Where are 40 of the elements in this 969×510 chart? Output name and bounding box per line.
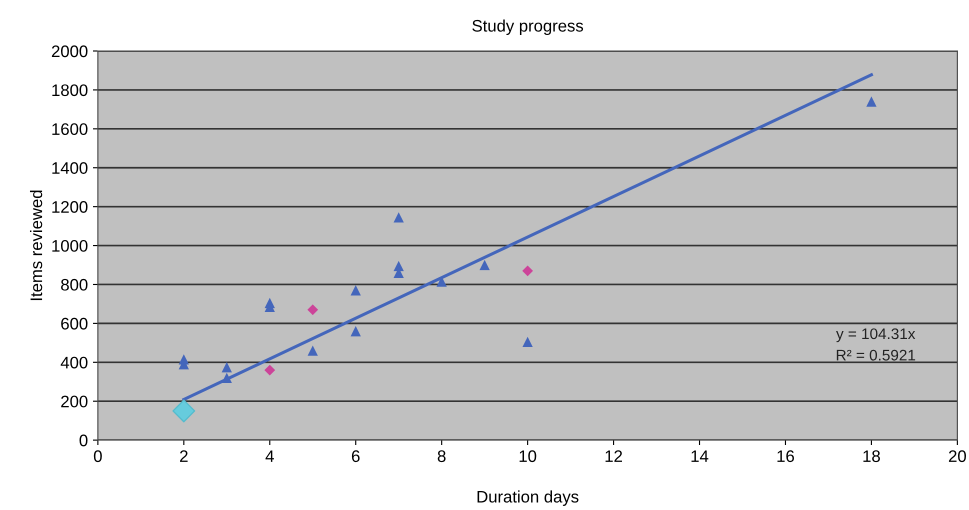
y-tick-label: 400 — [60, 356, 88, 369]
y-tick-label: 1000 — [52, 240, 88, 252]
x-tick-label: 10 — [520, 450, 536, 462]
y-tick-label: 1600 — [52, 123, 88, 136]
x-tick-label: 18 — [863, 450, 880, 462]
y-tick-label: 0 — [80, 434, 88, 446]
x-tick-label: 2 — [180, 450, 188, 462]
point — [522, 336, 533, 348]
x-tick-label: 0 — [94, 450, 102, 462]
point — [866, 96, 877, 107]
point — [350, 326, 361, 336]
point — [394, 212, 404, 223]
y-tick-label: 200 — [61, 396, 88, 408]
point — [307, 304, 318, 316]
x-axis-title: Duration days — [478, 490, 578, 506]
y-tick-label: 2000 — [52, 45, 88, 58]
x-tick-label: 4 — [266, 450, 274, 462]
y-tick-label: 800 — [61, 278, 88, 291]
x-tick-label: 6 — [352, 450, 360, 462]
y-tick-label: 1800 — [52, 84, 88, 96]
y-tick-label: 1200 — [52, 201, 88, 213]
x-tick-label: 12 — [606, 450, 622, 462]
point — [222, 372, 232, 384]
point — [222, 362, 232, 372]
y-axis-title: Items reviewed — [30, 190, 42, 300]
x-tick-label: 20 — [948, 450, 966, 462]
point — [522, 265, 533, 276]
point — [264, 364, 276, 376]
chart-title: Study progress — [472, 19, 584, 36]
y-tick-label: 1400 — [52, 162, 88, 174]
point — [308, 345, 318, 356]
y-tick-label: 600 — [61, 318, 88, 330]
x-tick-label: 14 — [692, 450, 708, 462]
x-tick-label: 16 — [777, 450, 794, 462]
point — [350, 285, 361, 296]
point — [172, 399, 196, 422]
annotation: y = 104.31x — [836, 328, 916, 342]
x-tick-label: 8 — [438, 450, 446, 462]
point — [479, 260, 490, 270]
annotation: R² = 0.5921 — [836, 350, 916, 361]
